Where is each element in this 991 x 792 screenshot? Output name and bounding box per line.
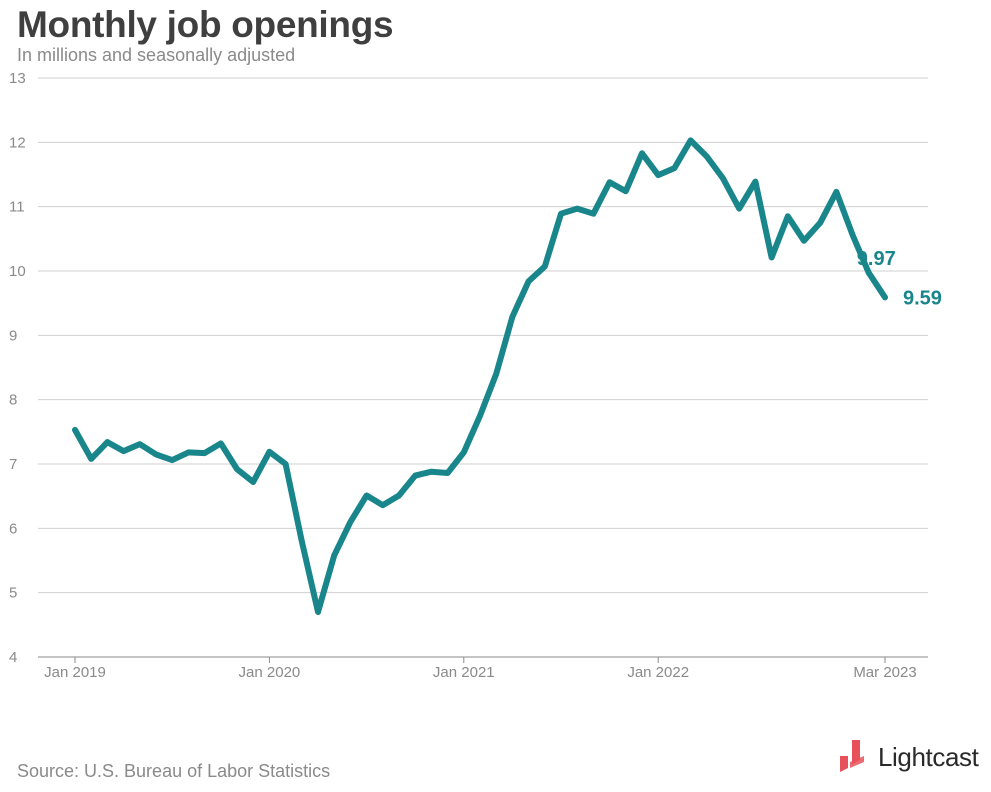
y-tick-label: 8	[9, 392, 17, 409]
x-tick-label: Jan 2021	[433, 664, 495, 681]
y-axis-ticks: 4 5 6 7 8 9 10 11 12 13	[9, 70, 26, 666]
x-tick-label: Mar 2023	[853, 664, 916, 681]
x-tick-label: Jan 2019	[44, 664, 106, 681]
chart-title: Monthly job openings	[17, 4, 394, 45]
y-tick-label: 13	[9, 70, 26, 87]
y-tick-label: 11	[9, 199, 25, 216]
logo-shape	[840, 756, 848, 772]
grid-lines	[38, 77, 928, 658]
y-tick-label: 12	[9, 134, 26, 151]
series-layer	[72, 137, 888, 615]
brand-name: Lightcast	[878, 742, 979, 772]
y-tick-label: 5	[9, 585, 17, 602]
y-tick-label: 6	[9, 520, 17, 537]
annotation-layer: 9.97 9.59	[857, 248, 942, 309]
x-axis: Jan 2019 Jan 2020 Jan 2021 Jan 2022 Mar 2023	[38, 656, 928, 681]
x-tick-label: Jan 2020	[239, 664, 301, 681]
chart-subtitle: In millions and seasonally adjusted	[17, 45, 296, 65]
series-line	[72, 137, 888, 615]
lightcast-mark-icon	[840, 740, 864, 772]
data-label: 9.97	[857, 248, 896, 270]
y-tick-label: 9	[9, 327, 17, 344]
logo-shape	[852, 740, 860, 764]
y-tick-label: 7	[9, 456, 17, 473]
brand-logo: Lightcast	[836, 738, 986, 774]
logo-shape	[850, 756, 864, 768]
data-label: 9.59	[903, 287, 942, 309]
y-tick-label: 10	[9, 263, 26, 280]
x-tick-label: Jan 2022	[627, 664, 689, 681]
y-tick-label: 4	[9, 649, 17, 666]
source-note: Source: U.S. Bureau of Labor Statistics	[17, 761, 331, 781]
